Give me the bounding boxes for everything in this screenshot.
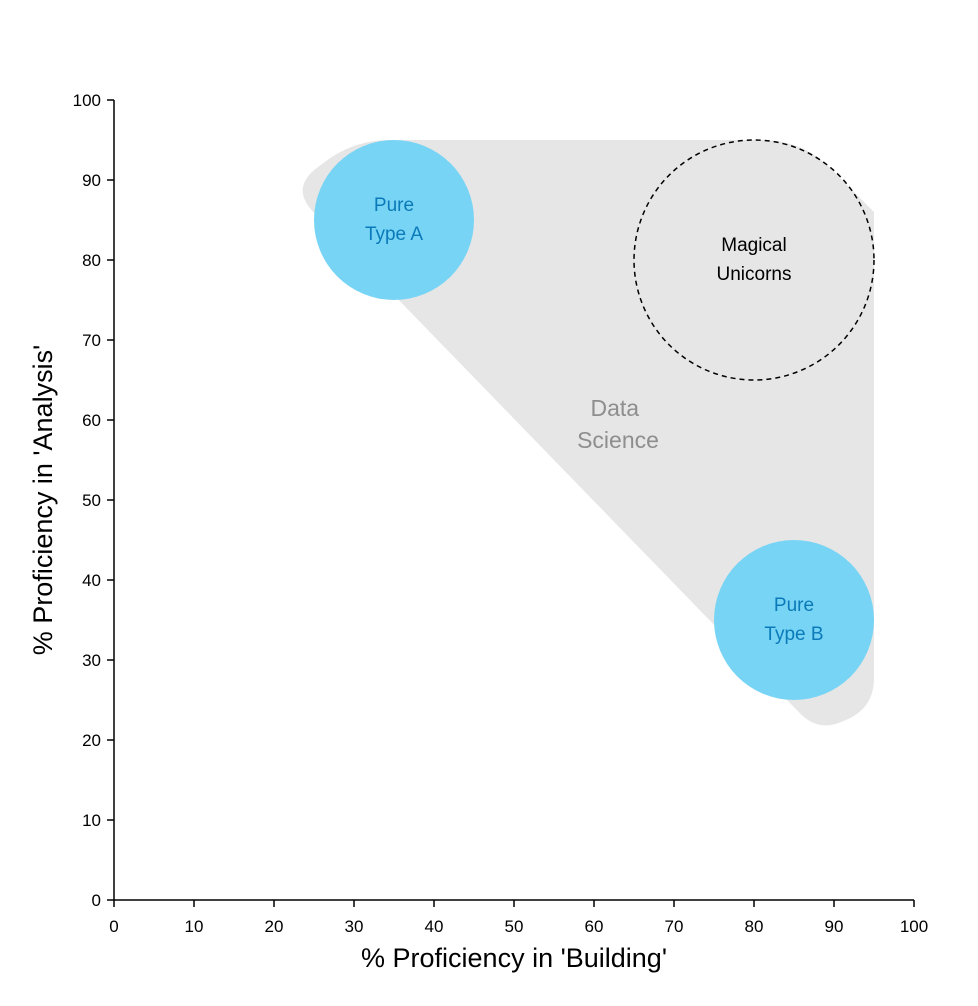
bubble-circle <box>633 139 875 381</box>
y-tick-label: 10 <box>82 811 101 830</box>
y-axis-ticks: 0 10 20 30 40 50 60 70 80 90 100 <box>73 91 114 910</box>
x-axis-ticks: 0 10 20 30 40 50 60 70 80 90 100 <box>109 900 928 936</box>
bubble-group: Pure Type B <box>714 540 874 700</box>
y-axis-title: % Proficiency in 'Analysis' <box>28 345 58 655</box>
y-tick-label: 40 <box>82 571 101 590</box>
x-tick-label: 60 <box>585 917 604 936</box>
bubble-label: Magical Unicorns <box>717 235 792 285</box>
bubble-label-line: Type B <box>764 624 823 645</box>
x-tick-label: 0 <box>109 917 118 936</box>
bubble-label-line: Pure <box>774 595 814 616</box>
bubble-group: Pure Type A <box>314 140 474 300</box>
data-science-label-line: Data <box>591 395 640 421</box>
x-axis-title: % Proficiency in 'Building' <box>361 943 667 973</box>
y-tick-label: 20 <box>82 731 101 750</box>
bubble-circle <box>314 140 474 300</box>
y-tick-label: 50 <box>82 491 101 510</box>
bubble-label-line: Unicorns <box>717 264 792 285</box>
bubble-circle <box>714 540 874 700</box>
bubble-label-line: Pure <box>374 195 414 216</box>
data-science-label-line: Science <box>577 427 659 453</box>
y-tick-label: 90 <box>82 171 101 190</box>
data-science-label: Data Science <box>577 395 659 453</box>
y-tick-label: 0 <box>92 891 101 910</box>
bubble-group: Magical Unicorns <box>633 139 875 381</box>
y-tick-label: 30 <box>82 651 101 670</box>
bubble-label: Pure Type A <box>365 195 423 245</box>
bubble-label-line: Type A <box>365 224 423 245</box>
x-tick-label: 80 <box>745 917 764 936</box>
x-tick-label: 40 <box>425 917 444 936</box>
x-tick-label: 10 <box>185 917 204 936</box>
x-tick-label: 70 <box>665 917 684 936</box>
circles-layer: Pure Type A Pure Type B Magical Unicorns <box>314 139 875 700</box>
y-tick-label: 70 <box>82 331 101 350</box>
bubble-label: Pure Type B <box>764 595 823 645</box>
axes: 0 10 20 30 40 50 60 70 80 90 100 0 10 20 30 40 50 60 70 80… <box>28 91 928 973</box>
bubble-label-line: Magical <box>721 235 786 256</box>
x-tick-label: 50 <box>505 917 524 936</box>
x-tick-label: 20 <box>265 917 284 936</box>
y-tick-label: 60 <box>82 411 101 430</box>
x-tick-label: 100 <box>900 917 928 936</box>
y-tick-label: 80 <box>82 251 101 270</box>
y-tick-label: 100 <box>73 91 101 110</box>
x-tick-label: 90 <box>825 917 844 936</box>
x-tick-label: 30 <box>345 917 364 936</box>
